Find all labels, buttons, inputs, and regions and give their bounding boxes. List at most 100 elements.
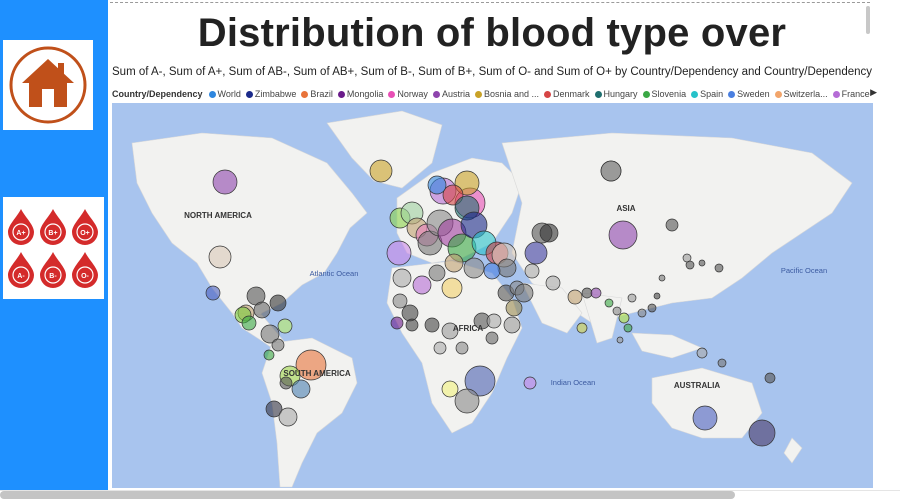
map-bubble[interactable] (441, 277, 463, 299)
map-bubble[interactable] (604, 298, 614, 308)
map-bubble[interactable] (618, 312, 630, 324)
legend-next-arrow[interactable]: ▶ (870, 87, 877, 97)
map-bubble[interactable] (464, 365, 496, 397)
map-bubble[interactable] (698, 259, 706, 267)
map-bubble[interactable] (253, 301, 271, 319)
map-bubble[interactable] (748, 419, 776, 447)
legend-item[interactable]: Austria (432, 89, 470, 99)
map-bubble[interactable] (616, 336, 624, 344)
map-bubble[interactable] (269, 294, 287, 312)
map-bubble[interactable] (764, 372, 776, 384)
map-bubble[interactable] (623, 323, 633, 333)
map-bubble[interactable] (260, 324, 280, 344)
map-bubble[interactable] (627, 293, 637, 303)
horizontal-scrollbar[interactable] (0, 491, 735, 499)
map-bubble[interactable] (424, 317, 440, 333)
map-bubble[interactable] (503, 316, 521, 334)
legend-item[interactable]: Hungary (594, 89, 638, 99)
map-bubble[interactable] (590, 287, 602, 299)
map-bubble[interactable] (523, 376, 537, 390)
map-bubble[interactable] (524, 263, 540, 279)
map-bubble[interactable] (392, 268, 412, 288)
map-bubble[interactable] (539, 223, 559, 243)
map-bubble[interactable] (263, 349, 275, 361)
legend-dot (832, 90, 840, 98)
legend-item[interactable]: Spain (691, 89, 723, 99)
map-bubble[interactable] (612, 306, 622, 316)
blood-type-label: B+ (48, 230, 57, 237)
map-bubble[interactable] (295, 349, 327, 381)
map-bubble[interactable] (514, 283, 534, 303)
map-bubble[interactable] (497, 258, 517, 278)
map-bubble[interactable] (212, 169, 238, 195)
map-bubble[interactable] (685, 260, 695, 270)
map-bubble[interactable] (412, 275, 432, 295)
map-bubble[interactable] (279, 376, 293, 390)
map-bubble[interactable] (441, 322, 459, 340)
map-bubble[interactable] (433, 341, 447, 355)
map-bubble[interactable] (392, 293, 408, 309)
map-bubble[interactable] (455, 341, 469, 355)
legend-item[interactable]: Denmark (544, 89, 590, 99)
map-bubble[interactable] (369, 159, 393, 183)
map-bubble[interactable] (524, 241, 548, 265)
legend-item[interactable]: World (208, 89, 241, 99)
legend-item[interactable]: Bosnia and ... (474, 89, 539, 99)
map-bubble[interactable] (390, 316, 404, 330)
map-bubble[interactable] (665, 218, 679, 232)
legend-item[interactable]: Slovenia (642, 89, 687, 99)
map-bubble[interactable] (658, 274, 666, 282)
map-bubble[interactable] (653, 292, 661, 300)
map-bubble[interactable] (444, 253, 464, 273)
home-button[interactable] (3, 40, 93, 130)
map-bubble[interactable] (291, 379, 311, 399)
map-bubble[interactable] (647, 303, 657, 313)
map-bubble[interactable] (485, 331, 499, 345)
legend-label: Hungary (603, 89, 638, 99)
map-bubble[interactable] (401, 304, 419, 322)
map-bubble[interactable] (545, 275, 561, 291)
legend-item[interactable]: Zimbabwe (245, 89, 296, 99)
map-bubble[interactable] (205, 285, 221, 301)
vertical-scrollbar[interactable] (866, 6, 870, 34)
blood-type-label: A- (17, 273, 25, 280)
map-bubble[interactable] (486, 313, 502, 329)
map-bubble[interactable] (576, 322, 588, 334)
map-bubble[interactable] (463, 257, 485, 279)
legend-item[interactable]: Norway (388, 89, 428, 99)
map-bubble[interactable] (454, 388, 480, 414)
legend-item[interactable]: Brazil (301, 89, 333, 99)
map-bubble[interactable] (277, 318, 293, 334)
map-bubble[interactable] (428, 264, 446, 282)
map-bubble[interactable] (405, 318, 419, 332)
bubble-map[interactable]: NORTH AMERICA SOUTH AMERICA ASIA AFRICA … (112, 103, 873, 488)
home-icon (9, 46, 87, 124)
label-north-america: NORTH AMERICA (184, 211, 252, 220)
legend-item[interactable]: Switzerla... (774, 89, 828, 99)
map-bubble[interactable] (637, 308, 647, 318)
map-bubble[interactable] (714, 263, 724, 273)
legend-item[interactable]: France (832, 89, 870, 99)
legend-item[interactable]: Mongolia (337, 89, 383, 99)
map-bubble[interactable] (608, 220, 638, 250)
map-bubble[interactable] (265, 400, 283, 418)
map-bubble[interactable] (696, 347, 708, 359)
map-bubble[interactable] (600, 160, 622, 182)
map-bubble[interactable] (483, 262, 501, 280)
map-bubble[interactable] (717, 358, 727, 368)
map-bubble[interactable] (692, 405, 718, 431)
map-bubble[interactable] (208, 245, 232, 269)
map-bubble[interactable] (278, 407, 298, 427)
map-bubble[interactable] (441, 380, 459, 398)
map-bubble[interactable] (386, 240, 412, 266)
legend-label: Slovenia (651, 89, 687, 99)
label-asia: ASIA (616, 204, 635, 213)
map-bubble[interactable] (271, 338, 285, 352)
map-bubble[interactable] (505, 299, 523, 317)
map-bubble[interactable] (581, 287, 593, 299)
map-bubble[interactable] (567, 289, 583, 305)
legend-dot (642, 90, 650, 98)
map-bubble[interactable] (241, 315, 257, 331)
legend-item[interactable]: Sweden (728, 89, 770, 99)
map-bubble[interactable] (427, 175, 447, 195)
